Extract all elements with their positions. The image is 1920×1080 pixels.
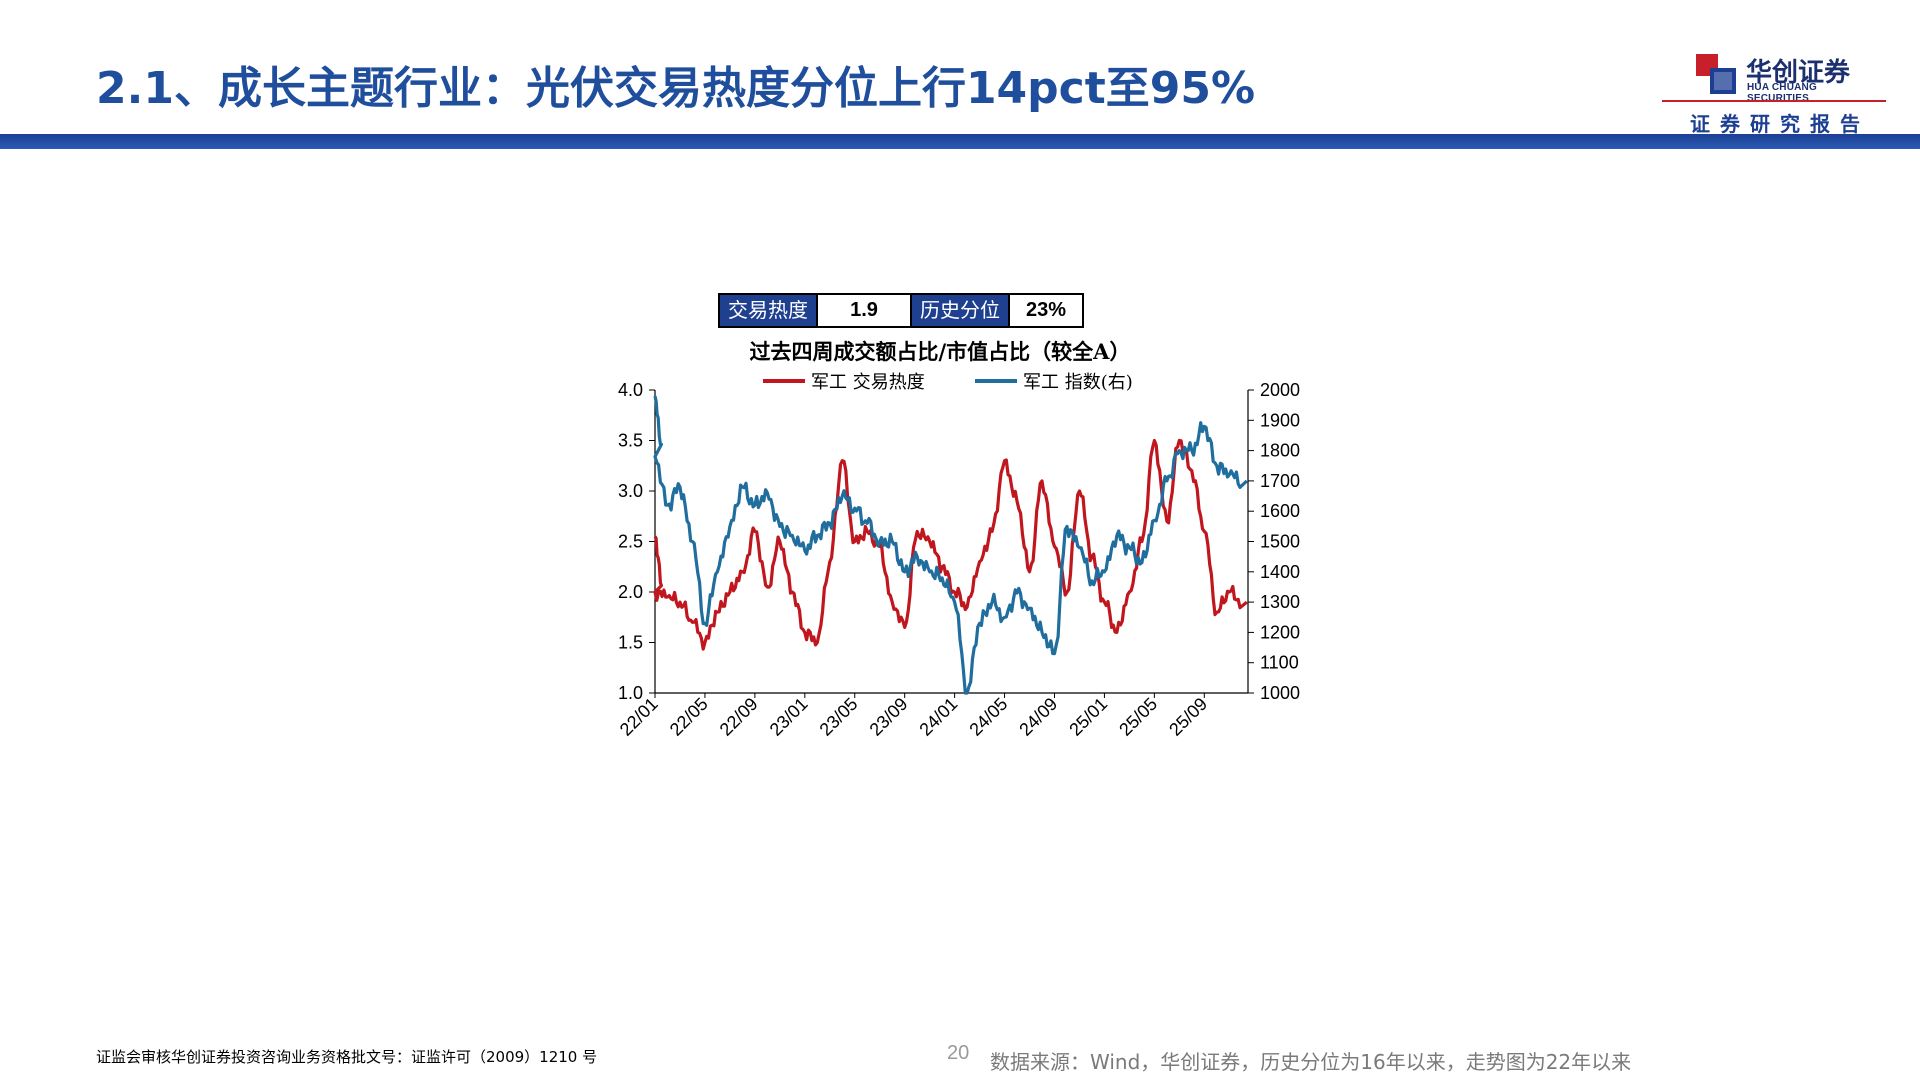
x-tick-label: 24/09	[1015, 694, 1061, 740]
legend-label-heat: 军工 交易热度	[811, 372, 925, 393]
source-note: 数据来源：Wind，华创证券，历史分位为16年以来，走势图为22年以来	[990, 1050, 1632, 1074]
y-right-tick-label: 1300	[1260, 592, 1300, 612]
x-tick-label: 25/05	[1115, 694, 1161, 740]
y-left-tick-label: 3.0	[618, 481, 643, 501]
y-right-tick-label: 1500	[1260, 532, 1300, 552]
y-right-tick-label: 2000	[1260, 380, 1300, 400]
chart-title: 过去四周成交额占比/市值占比（较全A）	[749, 339, 1131, 364]
y-right-tick-label: 1100	[1260, 653, 1299, 673]
report-label: 证券研究报告	[1690, 112, 1870, 136]
x-tick-label: 25/09	[1165, 694, 1211, 740]
heat-value: 1.9	[816, 295, 910, 326]
legend-swatch-heat	[763, 379, 805, 383]
x-tick-label: 22/09	[716, 694, 762, 740]
brand-name-en: HUA CHUANG SECURITIES	[1747, 82, 1817, 104]
legend-swatch-index	[975, 379, 1017, 383]
x-tick-label: 25/01	[1065, 694, 1111, 740]
legend-item-index: 军工 指数(右)	[975, 368, 1133, 394]
y-right-tick-label: 1600	[1260, 501, 1300, 521]
page-title: 2.1、成长主题行业：光伏交易热度分位上行14pct至95%	[96, 63, 1256, 114]
y-left-tick-label: 3.5	[618, 431, 643, 451]
footer-license: 证监会审核华创证券投资咨询业务资格批文号：证监许可（2009）1210 号	[96, 1048, 598, 1066]
x-tick-label: 23/05	[816, 694, 862, 740]
y-right-tick-label: 1400	[1260, 562, 1300, 582]
y-right-tick-label: 1000	[1260, 683, 1300, 703]
report-label-rule	[1662, 100, 1886, 102]
x-tick-label: 24/01	[915, 694, 961, 740]
brand-logo: 华创证券 HUA CHUANG SECURITIES	[1690, 48, 1880, 104]
heat-label: 交易热度	[720, 295, 816, 326]
x-tick-label: 22/05	[666, 694, 712, 740]
x-tick-label: 24/05	[965, 694, 1011, 740]
series-line-index	[653, 395, 1248, 695]
y-left-tick-label: 1.0	[618, 683, 643, 703]
header-divider	[0, 134, 1920, 149]
y-right-tick-label: 1700	[1260, 471, 1300, 491]
x-tick-label: 23/09	[866, 694, 912, 740]
brand-mark-icon	[1696, 54, 1736, 94]
percentile-value: 23%	[1008, 295, 1082, 326]
y-right-tick-label: 1900	[1260, 410, 1300, 430]
y-right-tick-label: 1800	[1260, 441, 1300, 461]
y-left-tick-label: 4.0	[618, 380, 643, 400]
page-number: 20	[947, 1042, 970, 1064]
legend-label-index: 军工 指数(右)	[1023, 372, 1133, 393]
legend-item-heat: 军工 交易热度	[763, 368, 925, 394]
y-left-tick-label: 2.0	[618, 582, 643, 602]
y-left-tick-label: 1.5	[618, 633, 643, 653]
y-left-tick-label: 2.5	[618, 532, 643, 552]
series-line-heat	[653, 438, 1248, 651]
brand-name-cn: 华创证券	[1746, 58, 1851, 88]
x-tick-label: 23/01	[766, 694, 812, 740]
percentile-label: 历史分位	[910, 295, 1008, 326]
y-right-tick-label: 1200	[1260, 622, 1300, 642]
heat-info-table: 交易热度 1.9 历史分位 23%	[718, 293, 1084, 328]
